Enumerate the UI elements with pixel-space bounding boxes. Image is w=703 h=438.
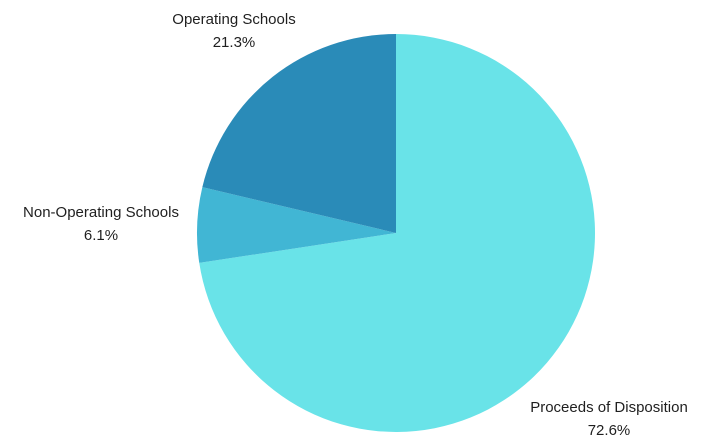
slice-label-non-operating-schools: Non-Operating Schools [23, 204, 179, 221]
slice-label-proceeds-of-disposition: Proceeds of Disposition [530, 399, 688, 416]
slice-value-non-operating-schools: 6.1% [84, 227, 118, 244]
slice-label-operating-schools: Operating Schools [172, 11, 295, 28]
slice-value-operating-schools: 21.3% [213, 34, 256, 51]
pie-slices [196, 33, 596, 432]
pie-slice-non-operating-schools [196, 187, 396, 263]
pie-slice-operating-schools [202, 33, 396, 233]
slice-label-group-proceeds-of-disposition: Proceeds of Disposition 72.6% [530, 399, 688, 438]
slice-value-proceeds-of-disposition: 72.6% [588, 422, 631, 438]
slice-label-group-non-operating-schools: Non-Operating Schools 6.1% [23, 204, 179, 244]
pie-slice-proceeds-of-disposition [199, 34, 596, 432]
slice-label-group-operating-schools: Operating Schools 21.3% [172, 11, 295, 51]
